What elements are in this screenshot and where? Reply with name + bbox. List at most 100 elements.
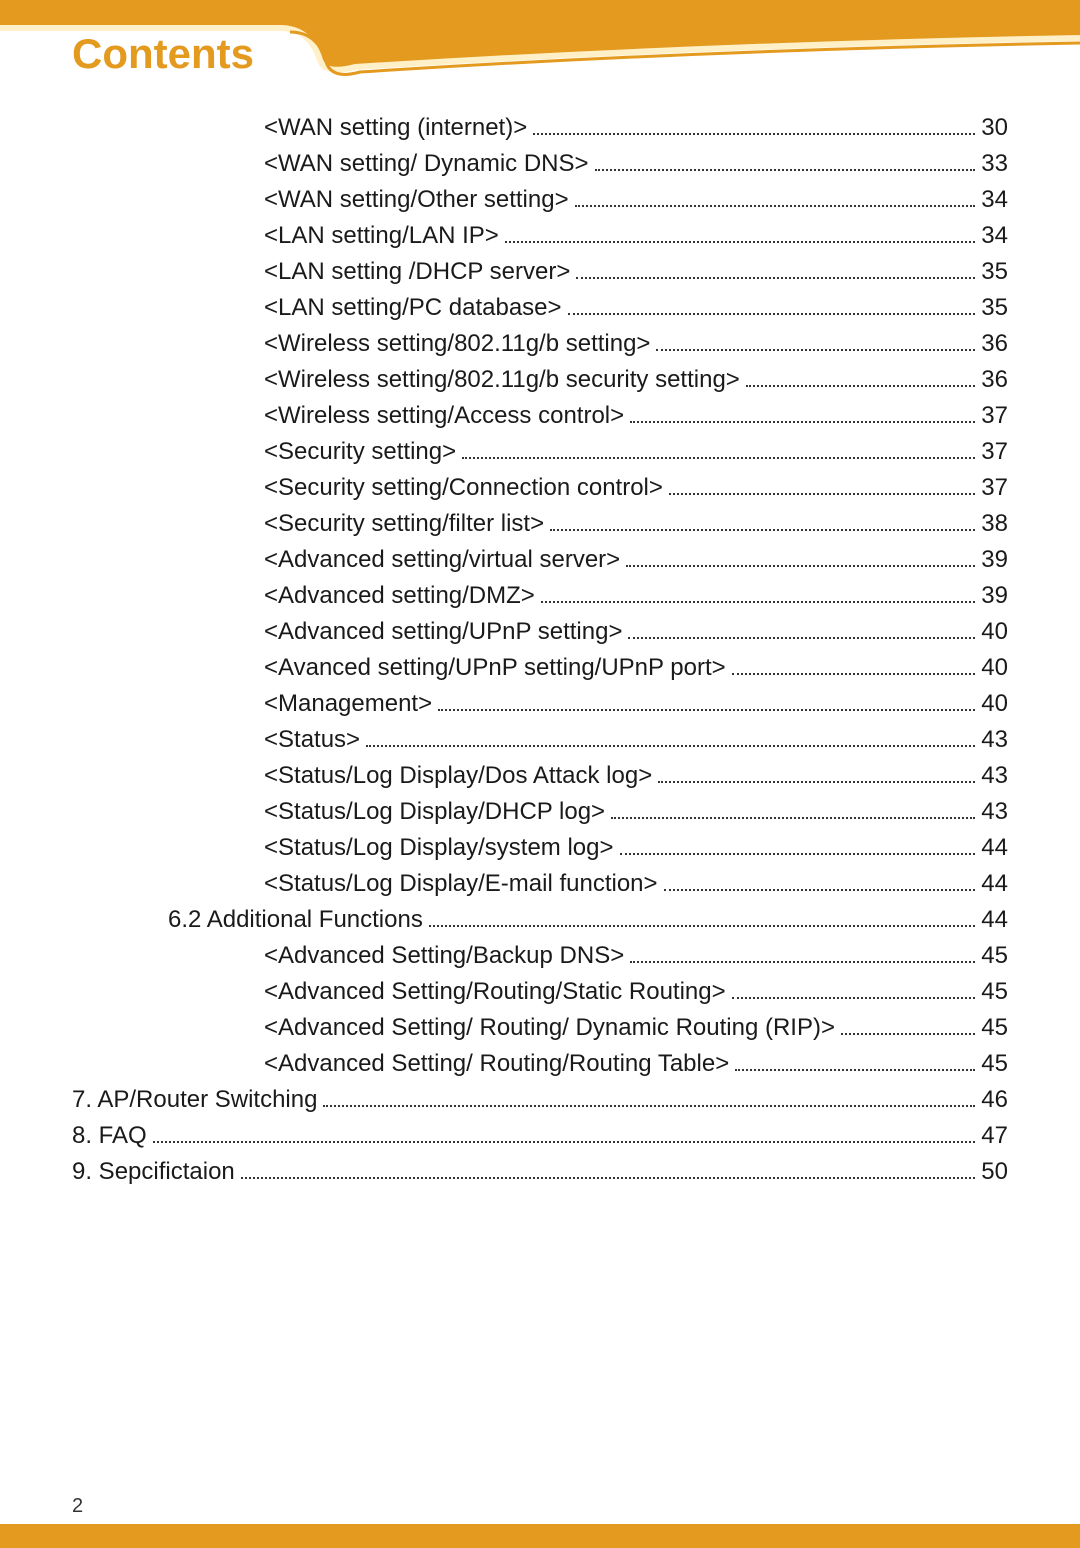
toc-page: 46 bbox=[981, 1082, 1008, 1118]
toc-row: <Advanced Setting/ Routing/ Dynamic Rout… bbox=[72, 1010, 1008, 1046]
toc-page: 39 bbox=[981, 578, 1008, 614]
toc-page: 43 bbox=[981, 722, 1008, 758]
toc-row: 7. AP/Router Switching 46 bbox=[72, 1082, 1008, 1118]
toc-page: 37 bbox=[981, 434, 1008, 470]
toc-page: 38 bbox=[981, 506, 1008, 542]
toc-row: <LAN setting/PC database> 35 bbox=[72, 290, 1008, 326]
toc-row: <Advanced Setting/Backup DNS> 45 bbox=[72, 938, 1008, 974]
toc-row: <Advanced setting/virtual server> 39 bbox=[72, 542, 1008, 578]
toc-page: 40 bbox=[981, 686, 1008, 722]
toc-leader-dots bbox=[658, 781, 975, 783]
top-accent-bar bbox=[0, 0, 1080, 28]
toc-row: <Security setting/filter list>38 bbox=[72, 506, 1008, 542]
toc-leader-dots bbox=[626, 565, 975, 567]
toc-label: <Status/Log Display/E-mail function> bbox=[264, 866, 658, 902]
toc-label: <Management> bbox=[264, 686, 432, 722]
toc-page: 44 bbox=[981, 902, 1008, 938]
toc-row: 8. FAQ 47 bbox=[72, 1118, 1008, 1154]
toc-row: <Security setting>37 bbox=[72, 434, 1008, 470]
toc-leader-dots bbox=[429, 925, 975, 927]
toc-label: <Status/Log Display/DHCP log> bbox=[264, 794, 605, 830]
toc-label: <WAN setting/Other setting> bbox=[264, 182, 569, 218]
toc-row: <Wireless setting/Access control> 37 bbox=[72, 398, 1008, 434]
toc-page: 34 bbox=[981, 182, 1008, 218]
toc-leader-dots bbox=[438, 709, 975, 711]
toc-leader-dots bbox=[841, 1033, 975, 1035]
bottom-accent-bar bbox=[0, 1524, 1080, 1548]
toc-label: <Status/Log Display/system log> bbox=[264, 830, 614, 866]
toc-row: <Status> 43 bbox=[72, 722, 1008, 758]
toc-row: <Advanced Setting/Routing/Static Routing… bbox=[72, 974, 1008, 1010]
toc-row: <Avanced setting/UPnP setting/UPnP port>… bbox=[72, 650, 1008, 686]
toc-leader-dots bbox=[620, 853, 976, 855]
toc-row: <WAN setting/Other setting> 34 bbox=[72, 182, 1008, 218]
page-number: 2 bbox=[72, 1495, 83, 1518]
toc-page: 36 bbox=[981, 326, 1008, 362]
toc-page: 45 bbox=[981, 1010, 1008, 1046]
toc-label: <Advanced Setting/ Routing/Routing Table… bbox=[264, 1046, 729, 1082]
toc-page: 35 bbox=[981, 254, 1008, 290]
toc-row: 9. Sepcifictaion50 bbox=[72, 1154, 1008, 1190]
toc-page: 35 bbox=[981, 290, 1008, 326]
toc-page: 34 bbox=[981, 218, 1008, 254]
toc-leader-dots bbox=[746, 385, 975, 387]
toc-label: <Security setting/Connection control> bbox=[264, 470, 663, 506]
toc-label: 8. FAQ bbox=[72, 1118, 147, 1154]
toc-row: <Status/Log Display/system log> 44 bbox=[72, 830, 1008, 866]
toc-row: <Status/Log Display/Dos Attack log> 43 bbox=[72, 758, 1008, 794]
toc-row: <WAN setting (internet)>30 bbox=[72, 110, 1008, 146]
toc-label: <Advanced Setting/Routing/Static Routing… bbox=[264, 974, 726, 1010]
toc-page: 45 bbox=[981, 1046, 1008, 1082]
toc-row: <Management> 40 bbox=[72, 686, 1008, 722]
toc-row: <WAN setting/ Dynamic DNS>33 bbox=[72, 146, 1008, 182]
toc-leader-dots bbox=[732, 997, 976, 999]
toc-label: <Wireless setting/Access control> bbox=[264, 398, 624, 434]
toc-label: <Advanced setting/virtual server> bbox=[264, 542, 620, 578]
toc-label: <Avanced setting/UPnP setting/UPnP port> bbox=[264, 650, 726, 686]
toc-row: <Wireless setting/802.11g/b setting>36 bbox=[72, 326, 1008, 362]
toc-label: <LAN setting/PC database> bbox=[264, 290, 562, 326]
toc-label: <LAN setting/LAN IP> bbox=[264, 218, 499, 254]
toc-leader-dots bbox=[550, 529, 975, 531]
toc-page: 39 bbox=[981, 542, 1008, 578]
toc-label: <Status> bbox=[264, 722, 360, 758]
toc-leader-dots bbox=[575, 205, 976, 207]
toc-label: <Advanced setting/UPnP setting> bbox=[264, 614, 622, 650]
toc-leader-dots bbox=[366, 745, 975, 747]
toc-label: 7. AP/Router Switching bbox=[72, 1082, 317, 1118]
toc-row: <Status/Log Display/E-mail function> 44 bbox=[72, 866, 1008, 902]
toc-label: <WAN setting (internet)> bbox=[264, 110, 527, 146]
toc-label: <Advanced Setting/ Routing/ Dynamic Rout… bbox=[264, 1010, 835, 1046]
toc-leader-dots bbox=[595, 169, 976, 171]
toc-label: <Advanced Setting/Backup DNS> bbox=[264, 938, 624, 974]
toc-leader-dots bbox=[735, 1069, 975, 1071]
toc-leader-dots bbox=[505, 241, 976, 243]
toc-leader-dots bbox=[153, 1141, 976, 1143]
toc-container: <WAN setting (internet)>30<WAN setting/ … bbox=[72, 110, 1008, 1468]
toc-label: 6.2 Additional Functions bbox=[168, 902, 423, 938]
toc-row: <Wireless setting/802.11g/b security set… bbox=[72, 362, 1008, 398]
toc-page: 40 bbox=[981, 614, 1008, 650]
toc-leader-dots bbox=[611, 817, 975, 819]
toc-leader-dots bbox=[630, 961, 975, 963]
toc-leader-dots bbox=[656, 349, 975, 351]
toc-leader-dots bbox=[241, 1177, 976, 1179]
toc-page: 44 bbox=[981, 866, 1008, 902]
toc-page: 33 bbox=[981, 146, 1008, 182]
toc-page: 50 bbox=[981, 1154, 1008, 1190]
toc-label: <Status/Log Display/Dos Attack log> bbox=[264, 758, 652, 794]
toc-page: 45 bbox=[981, 938, 1008, 974]
toc-leader-dots bbox=[568, 313, 976, 315]
toc-leader-dots bbox=[533, 133, 975, 135]
toc-page: 43 bbox=[981, 758, 1008, 794]
toc-leader-dots bbox=[628, 637, 975, 639]
toc-page: 44 bbox=[981, 830, 1008, 866]
toc-page: 37 bbox=[981, 398, 1008, 434]
toc-leader-dots bbox=[630, 421, 975, 423]
toc-page: 47 bbox=[981, 1118, 1008, 1154]
toc-page: 40 bbox=[981, 650, 1008, 686]
toc-row: <Security setting/Connection control>37 bbox=[72, 470, 1008, 506]
toc-row: 6.2 Additional Functions 44 bbox=[72, 902, 1008, 938]
toc-leader-dots bbox=[323, 1105, 975, 1107]
toc-label: <Wireless setting/802.11g/b security set… bbox=[264, 362, 740, 398]
